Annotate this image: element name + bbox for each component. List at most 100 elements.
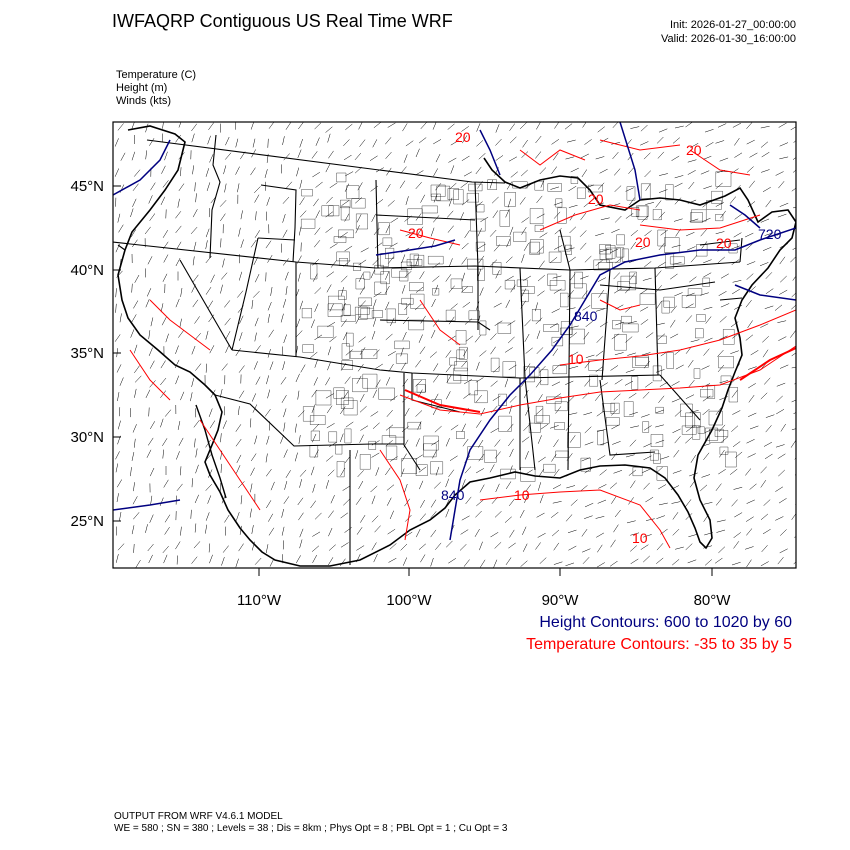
- wind-barb: [507, 336, 515, 344]
- wind-barb: [731, 390, 738, 398]
- wind-barb: [792, 247, 796, 250]
- county-outline: [632, 357, 649, 368]
- wind-barb: [475, 510, 482, 518]
- wind-barb: [358, 273, 364, 282]
- wind-barb: [596, 532, 605, 538]
- wind-barb: [537, 435, 542, 444]
- wind-barb: [132, 198, 137, 208]
- wind-barb: [793, 207, 796, 209]
- wind-barb: [270, 481, 275, 491]
- wind-barb: [539, 167, 547, 175]
- temp-label: 20: [635, 234, 651, 250]
- wind-barb: [326, 284, 332, 293]
- wind-barb: [525, 347, 533, 354]
- wind-barb: [314, 359, 319, 368]
- county-outline: [413, 255, 425, 268]
- wind-barb: [535, 151, 542, 159]
- wind-barb: [597, 499, 607, 504]
- wind-barb: [567, 529, 577, 534]
- wind-barb: [133, 300, 139, 309]
- wind-barb: [732, 280, 742, 283]
- wind-barb: [295, 555, 301, 564]
- wind-barb: [624, 380, 634, 386]
- wind-barb: [688, 379, 695, 388]
- wind-barb: [313, 377, 318, 386]
- wind-barb: [415, 528, 421, 538]
- lon-label-110w: 110°W: [237, 592, 282, 609]
- wind-barb: [310, 500, 317, 509]
- county-outline: [492, 262, 502, 275]
- wind-barb: [660, 456, 670, 460]
- wind-barb: [205, 228, 210, 238]
- wind-barb: [311, 151, 318, 159]
- wind-barb: [551, 139, 560, 145]
- wind-barb: [689, 218, 699, 222]
- wind-barb: [387, 200, 395, 207]
- wind-barb: [250, 453, 257, 462]
- wind-barb: [731, 288, 740, 295]
- wind-barb: [609, 482, 618, 489]
- lon-label-100w: 100°W: [386, 592, 432, 609]
- wind-barb: [685, 513, 693, 520]
- wind-barb: [494, 451, 501, 459]
- county-outline: [570, 176, 578, 184]
- wind-barb: [762, 186, 771, 193]
- wind-barb: [716, 519, 726, 523]
- wind-barb: [433, 139, 442, 145]
- wind-barb: [447, 123, 455, 130]
- wind-barb: [775, 171, 784, 176]
- wind-barb: [550, 425, 559, 429]
- wind-barb: [237, 290, 244, 298]
- wind-barb: [463, 393, 471, 399]
- wind-barb: [434, 284, 439, 294]
- wind-barb: [656, 300, 662, 309]
- height-contours: [113, 122, 796, 541]
- county-outline: [321, 205, 334, 217]
- wind-barb: [435, 153, 441, 163]
- wind-barb: [372, 139, 378, 148]
- wind-barb: [175, 375, 180, 385]
- wind-barb: [613, 470, 623, 474]
- wind-barb: [284, 271, 289, 281]
- wind-barb: [715, 498, 722, 506]
- wind-barb: [611, 452, 618, 461]
- county-lines: [301, 171, 738, 482]
- wind-barb: [283, 422, 286, 432]
- county-outline: [453, 367, 468, 381]
- county-outline: [520, 467, 536, 482]
- county-outline: [657, 229, 666, 247]
- wind-barb: [689, 410, 699, 413]
- wind-barb: [325, 227, 333, 233]
- wind-barb: [731, 561, 741, 566]
- wind-barb: [299, 197, 305, 206]
- wind-barb: [415, 148, 420, 158]
- wind-barb: [341, 200, 350, 206]
- wind-barb: [222, 420, 227, 429]
- wind-barb: [734, 213, 742, 220]
- county-outline: [605, 245, 616, 259]
- county-outline: [642, 421, 649, 433]
- wind-barb: [359, 300, 366, 308]
- wind-barb: [375, 467, 380, 476]
- wind-barb: [703, 502, 713, 505]
- wind-barb: [356, 545, 365, 551]
- wind-barb: [554, 228, 562, 235]
- wind-barb: [145, 524, 148, 533]
- wind-barb: [431, 329, 436, 339]
- wind-barb: [255, 376, 261, 385]
- county-outline: [409, 253, 419, 266]
- wind-barb: [581, 528, 588, 537]
- wind-barb: [584, 467, 593, 474]
- wind-barb: [134, 169, 141, 177]
- wind-barb: [478, 153, 486, 160]
- county-outline: [359, 454, 371, 470]
- wind-barb: [340, 542, 349, 548]
- county-outline: [631, 376, 639, 390]
- wind-barb: [613, 272, 620, 280]
- wind-barb: [207, 300, 214, 309]
- county-outline: [653, 453, 661, 464]
- county-outline: [346, 185, 360, 199]
- wind-barb: [164, 409, 172, 417]
- wind-barb: [732, 122, 742, 128]
- wind-barb: [732, 441, 741, 448]
